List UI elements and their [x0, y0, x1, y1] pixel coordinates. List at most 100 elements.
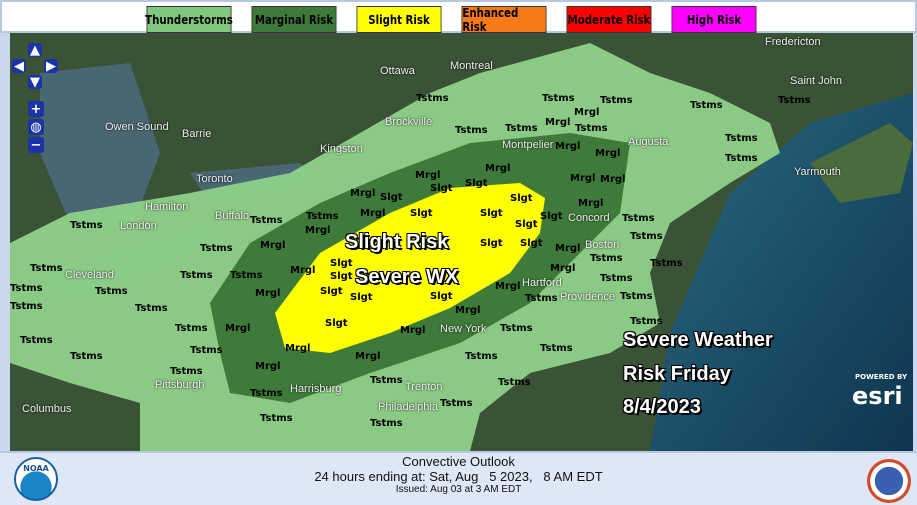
nova-scotia: [810, 123, 913, 203]
risk-label-tstms: Tstms: [542, 93, 575, 104]
city-label: Pittsburgh: [155, 379, 205, 391]
overlay-line-1: Slight Risk: [345, 231, 449, 253]
outlook-map[interactable]: Tstms Tstms Tstms Tstms Tstms Tstms Tstms Tstms…: [10, 33, 913, 451]
pan-left-button[interactable]: ◀: [12, 58, 26, 74]
caption-line-3: 8/4/2023: [623, 396, 701, 418]
risk-label-slgt: Slgt: [480, 238, 503, 249]
risk-label-slgt: Slgt: [320, 286, 343, 297]
city-label: Owen Sound: [105, 121, 169, 133]
risk-label-tstms: Tstms: [600, 273, 633, 284]
risk-label-tstms: Tstms: [620, 291, 653, 302]
city-label: Hartford: [522, 277, 562, 289]
risk-label-tstms: Tstms: [498, 377, 531, 388]
risk-label-tstms: Tstms: [70, 220, 103, 231]
city-label: Concord: [568, 212, 610, 224]
risk-label-slgt: Slgt: [520, 238, 543, 249]
city-label: London: [120, 220, 157, 232]
city-label: Kingston: [320, 143, 363, 155]
esri-powered: POWERED BY: [855, 373, 908, 381]
risk-label-tstms: Tstms: [630, 316, 663, 327]
risk-label-tstms: Tstms: [135, 303, 168, 314]
risk-label-tstms: Tstms: [70, 351, 103, 362]
risk-label-tstms: Tstms: [190, 345, 223, 356]
risk-label-slgt: Slgt: [515, 219, 538, 230]
city-label: Philadelphia: [378, 401, 438, 413]
pan-right-button[interactable]: ▶: [44, 58, 58, 74]
lake-huron: [40, 63, 160, 233]
risk-label-tstms: Tstms: [250, 388, 283, 399]
risk-label-tstms: Tstms: [95, 286, 128, 297]
risk-label-slgt: Slgt: [330, 258, 353, 269]
risk-label-tstms: Tstms: [10, 283, 43, 294]
city-label: Providence: [560, 291, 616, 303]
risk-label-tstms: Tstms: [505, 123, 538, 134]
globe-icon[interactable]: ◍: [28, 119, 44, 135]
legend-slight: Slight Risk: [356, 6, 442, 33]
zoom-out-button[interactable]: −: [28, 137, 44, 153]
risk-label-tstms: Tstms: [778, 95, 811, 106]
noaa-logo-text: NOAA: [23, 464, 49, 473]
risk-label-tstms: Tstms: [260, 413, 293, 424]
risk-label-tstms: Tstms: [10, 301, 43, 312]
risk-label-tstms: Tstms: [250, 215, 283, 226]
risk-label-mrgl: Mrgl: [485, 163, 511, 174]
caption-line-1: Severe Weather: [623, 329, 773, 351]
city-label: Hamilton: [145, 201, 189, 213]
nws-logo: [867, 459, 911, 503]
legend-thunderstorms: Thunderstorms: [145, 6, 233, 33]
risk-label-tstms: Tstms: [725, 133, 758, 144]
risk-label-mrgl: Mrgl: [550, 263, 576, 274]
risk-label-tstms: Tstms: [200, 243, 233, 254]
city-label: Augusta: [628, 136, 669, 148]
noaa-logo: NOAA: [14, 457, 58, 501]
city-label: Brockville: [385, 116, 433, 128]
risk-label-mrgl: Mrgl: [455, 305, 481, 316]
footer-issued: Issued: Aug 03 at 3 AM EDT: [395, 484, 522, 495]
risk-label-slgt: Slgt: [430, 183, 453, 194]
map-graphics: [10, 33, 913, 451]
risk-label-mrgl: Mrgl: [600, 174, 626, 185]
risk-label-slgt: Slgt: [410, 208, 433, 219]
risk-label-mrgl: Mrgl: [555, 141, 581, 152]
legend-marginal: Marginal Risk: [251, 6, 337, 33]
risk-label-mrgl: Mrgl: [570, 173, 596, 184]
risk-label-tstms: Tstms: [690, 100, 723, 111]
risk-label-mrgl: Mrgl: [255, 288, 281, 299]
risk-label-mrgl: Mrgl: [285, 343, 311, 354]
risk-label-mrgl: Mrgl: [290, 265, 316, 276]
risk-label-tstms: Tstms: [725, 153, 758, 164]
footer-title: Convective Outlook: [402, 454, 515, 469]
risk-label-tstms: Tstms: [416, 93, 449, 104]
risk-label-mrgl: Mrgl: [360, 208, 386, 219]
esri-logo: esri: [852, 382, 903, 410]
risk-label-slgt: Slgt: [380, 192, 403, 203]
risk-label-slgt: Slgt: [350, 292, 373, 303]
risk-label-mrgl: Mrgl: [495, 281, 521, 292]
city-label: Columbus: [22, 403, 72, 415]
risk-label-mrgl: Mrgl: [400, 325, 426, 336]
risk-label-mrgl: Mrgl: [578, 198, 604, 209]
city-label: Fredericton: [765, 36, 821, 48]
city-label: Cleveland: [65, 269, 114, 281]
zoom-in-button[interactable]: +: [28, 101, 44, 117]
risk-label-slgt: Slgt: [540, 211, 563, 222]
risk-label-tstms: Tstms: [306, 211, 339, 222]
city-label: Toronto: [196, 173, 233, 185]
risk-label-tstms: Tstms: [30, 263, 63, 274]
footer: NOAA Convective Outlook 24 hours ending …: [0, 451, 917, 505]
caption-line-2: Risk Friday: [623, 363, 731, 385]
risk-label-tstms: Tstms: [650, 258, 683, 269]
pan-up-button[interactable]: ▲: [28, 42, 42, 58]
risk-label-tstms: Tstms: [540, 343, 573, 354]
pan-down-button[interactable]: ▼: [28, 74, 42, 90]
risk-label-mrgl: Mrgl: [545, 117, 571, 128]
overlay-line-2: Severe WX: [355, 266, 459, 288]
risk-label-slgt: Slgt: [465, 178, 488, 189]
risk-label-slgt: Slgt: [325, 318, 348, 329]
risk-label-mrgl: Mrgl: [595, 148, 621, 159]
risk-label-slgt: Slgt: [330, 271, 353, 282]
risk-label-tstms: Tstms: [575, 123, 608, 134]
risk-label-mrgl: Mrgl: [260, 240, 286, 251]
risk-label-tstms: Tstms: [455, 125, 488, 136]
risk-label-mrgl: Mrgl: [555, 243, 581, 254]
